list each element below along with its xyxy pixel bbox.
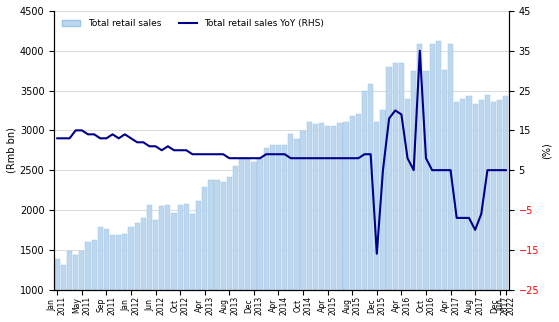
Legend: Total retail sales, Total retail sales YoY (RHS): Total retail sales, Total retail sales Y… — [59, 15, 328, 32]
Bar — [442, 70, 447, 322]
Bar — [485, 95, 490, 322]
Bar — [67, 251, 72, 322]
Bar — [196, 201, 201, 322]
Bar — [423, 71, 429, 322]
Bar — [295, 139, 300, 322]
Bar — [221, 182, 226, 322]
Bar — [399, 63, 404, 322]
Bar — [153, 220, 158, 322]
Bar — [159, 206, 164, 322]
Bar — [184, 204, 189, 322]
Bar — [460, 99, 466, 322]
Bar — [503, 96, 509, 322]
Bar — [392, 63, 398, 322]
Bar — [343, 122, 349, 322]
Bar — [233, 166, 238, 322]
Bar — [380, 110, 386, 322]
Bar — [374, 122, 380, 322]
Bar — [141, 218, 146, 322]
Bar — [209, 180, 214, 322]
Bar — [362, 90, 367, 322]
Bar — [98, 227, 103, 322]
Bar — [147, 205, 152, 322]
Bar — [227, 176, 232, 322]
Bar — [300, 131, 306, 322]
Bar — [178, 205, 183, 322]
Bar — [55, 259, 60, 322]
Bar — [454, 102, 459, 322]
Bar — [110, 235, 115, 322]
Bar — [331, 126, 337, 322]
Bar — [165, 205, 170, 322]
Bar — [417, 44, 423, 322]
Bar — [135, 223, 140, 322]
Bar — [116, 235, 121, 322]
Bar — [122, 234, 127, 322]
Bar — [306, 122, 312, 322]
Bar — [92, 240, 97, 322]
Bar — [104, 229, 109, 322]
Bar — [258, 159, 263, 322]
Bar — [337, 123, 343, 322]
Bar — [386, 68, 392, 322]
Bar — [472, 104, 478, 322]
Bar — [429, 44, 435, 322]
Bar — [319, 123, 324, 322]
Bar — [73, 254, 78, 322]
Bar — [252, 162, 257, 322]
Y-axis label: (Rmb bn): (Rmb bn) — [7, 127, 17, 173]
Bar — [491, 102, 496, 322]
Bar — [239, 158, 244, 322]
Bar — [466, 96, 472, 322]
Bar — [202, 187, 207, 322]
Bar — [129, 227, 134, 322]
Bar — [79, 251, 84, 322]
Bar — [411, 71, 416, 322]
Bar — [86, 242, 91, 322]
Bar — [190, 214, 195, 322]
Bar — [270, 145, 275, 322]
Bar — [264, 148, 269, 322]
Bar — [276, 145, 281, 322]
Bar — [368, 84, 373, 322]
Bar — [356, 114, 361, 322]
Bar — [215, 180, 220, 322]
Bar — [405, 99, 410, 322]
Bar — [172, 213, 177, 322]
Bar — [349, 116, 355, 322]
Bar — [497, 100, 503, 322]
Bar — [282, 146, 287, 322]
Bar — [245, 158, 250, 322]
Y-axis label: (%): (%) — [542, 142, 552, 159]
Bar — [448, 44, 453, 322]
Bar — [288, 134, 293, 322]
Bar — [61, 265, 66, 322]
Bar — [435, 41, 441, 322]
Bar — [312, 124, 318, 322]
Bar — [479, 100, 484, 322]
Bar — [325, 126, 330, 322]
